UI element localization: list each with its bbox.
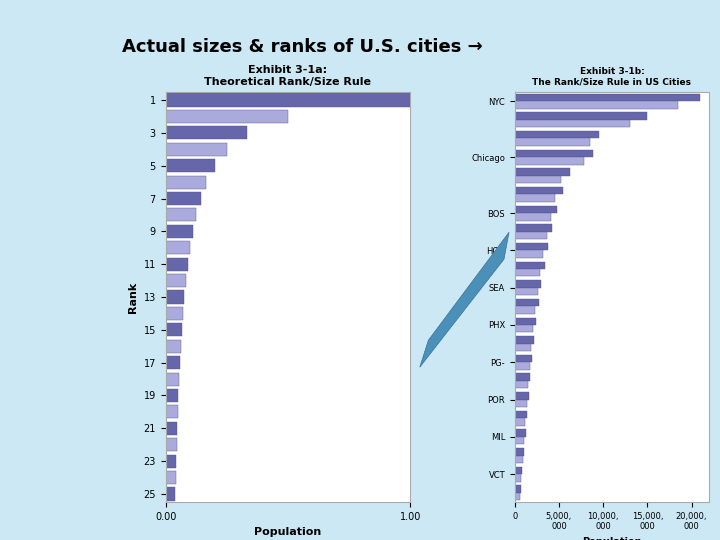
Bar	[166, 438, 176, 451]
Bar	[515, 318, 536, 325]
Bar	[166, 208, 196, 221]
Bar	[515, 355, 532, 362]
Bar	[166, 192, 201, 205]
Bar	[166, 323, 182, 336]
Bar	[515, 168, 570, 176]
Bar	[515, 429, 526, 437]
Bar	[515, 93, 701, 101]
Bar	[515, 381, 528, 388]
Bar	[515, 448, 524, 456]
Bar	[515, 456, 523, 463]
Bar	[166, 307, 183, 320]
Bar	[515, 493, 520, 501]
Bar	[166, 225, 193, 238]
Bar	[515, 343, 531, 351]
Bar	[166, 176, 207, 188]
Bar	[515, 280, 541, 288]
Bar	[515, 131, 599, 138]
Bar	[515, 187, 563, 194]
Bar	[166, 455, 176, 468]
Bar	[515, 251, 543, 258]
Bar	[166, 241, 190, 254]
Bar	[515, 224, 552, 232]
Bar	[166, 126, 247, 139]
Bar	[515, 485, 521, 493]
Bar	[166, 274, 186, 287]
Bar	[166, 389, 179, 402]
Bar	[515, 288, 538, 295]
Bar	[515, 269, 541, 276]
Bar	[515, 418, 526, 426]
Title: Exhibit 3-1b:
The Rank/Size Rule in US Cities: Exhibit 3-1b: The Rank/Size Rule in US C…	[533, 68, 691, 87]
Bar	[515, 474, 521, 482]
Bar	[515, 467, 523, 474]
Title: Exhibit 3-1a:
Theoretical Rank/Size Rule: Exhibit 3-1a: Theoretical Rank/Size Rule	[204, 65, 372, 87]
Bar	[166, 406, 178, 419]
X-axis label: Population: Population	[582, 537, 642, 540]
Bar	[515, 299, 539, 306]
Bar	[515, 336, 534, 343]
Bar	[515, 325, 533, 333]
Bar	[166, 471, 176, 484]
Y-axis label: Rank: Rank	[128, 281, 138, 313]
Bar	[166, 373, 179, 386]
Bar	[515, 150, 593, 157]
Bar	[515, 261, 545, 269]
Bar	[166, 93, 410, 106]
Bar	[515, 411, 527, 418]
Bar	[515, 213, 551, 220]
Bar	[166, 110, 288, 123]
Bar	[166, 258, 188, 271]
Bar	[515, 194, 555, 202]
Bar	[166, 356, 180, 369]
Bar	[166, 488, 176, 501]
Bar	[515, 362, 530, 370]
Bar	[166, 143, 227, 156]
Bar	[515, 243, 549, 251]
X-axis label: Population: Population	[254, 528, 322, 537]
Bar	[515, 112, 647, 120]
Bar	[515, 392, 529, 400]
Bar	[515, 101, 678, 109]
Bar	[166, 291, 184, 303]
Text: Actual sizes & ranks of U.S. cities →: Actual sizes & ranks of U.S. cities →	[122, 38, 483, 56]
Bar	[515, 232, 546, 239]
Bar	[515, 176, 561, 183]
Bar	[515, 138, 590, 146]
Bar	[515, 437, 524, 444]
Bar	[166, 340, 181, 353]
Bar	[515, 400, 527, 407]
Bar	[515, 206, 557, 213]
Bar	[515, 306, 535, 314]
Bar	[515, 157, 584, 165]
Bar	[166, 159, 215, 172]
Bar	[515, 120, 630, 127]
Bar	[166, 422, 177, 435]
Bar	[515, 374, 530, 381]
